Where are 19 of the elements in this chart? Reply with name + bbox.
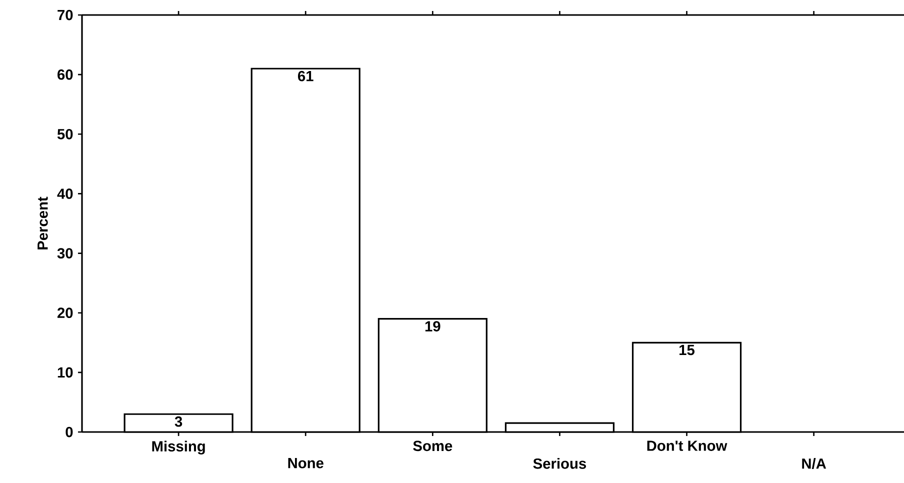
y-tick-label: 10 bbox=[58, 367, 73, 378]
x-tick-label: Some bbox=[413, 440, 452, 452]
y-tick-label: 70 bbox=[58, 10, 73, 20]
y-tick-label: 40 bbox=[57, 188, 73, 199]
data-label: 15 bbox=[680, 344, 694, 356]
x-tick-label: None bbox=[288, 458, 324, 468]
x-tick-label: Missing bbox=[152, 440, 205, 454]
x-tick-label: Don't Know bbox=[647, 440, 728, 451]
x-tick-label: N/A bbox=[802, 458, 826, 469]
y-tick-label: 60 bbox=[58, 69, 73, 80]
data-label: 61 bbox=[298, 70, 314, 82]
y-tick-label: 50 bbox=[57, 128, 73, 140]
y-tick-label: 0 bbox=[66, 426, 73, 438]
data-label: 19 bbox=[425, 321, 440, 332]
y-axis-title: Percent bbox=[38, 196, 48, 250]
y-tick-label: 30 bbox=[57, 248, 73, 258]
x-tick-label: Serious bbox=[533, 458, 586, 469]
y-tick-label: 20 bbox=[57, 308, 73, 318]
data-label: 3 bbox=[174, 416, 182, 427]
